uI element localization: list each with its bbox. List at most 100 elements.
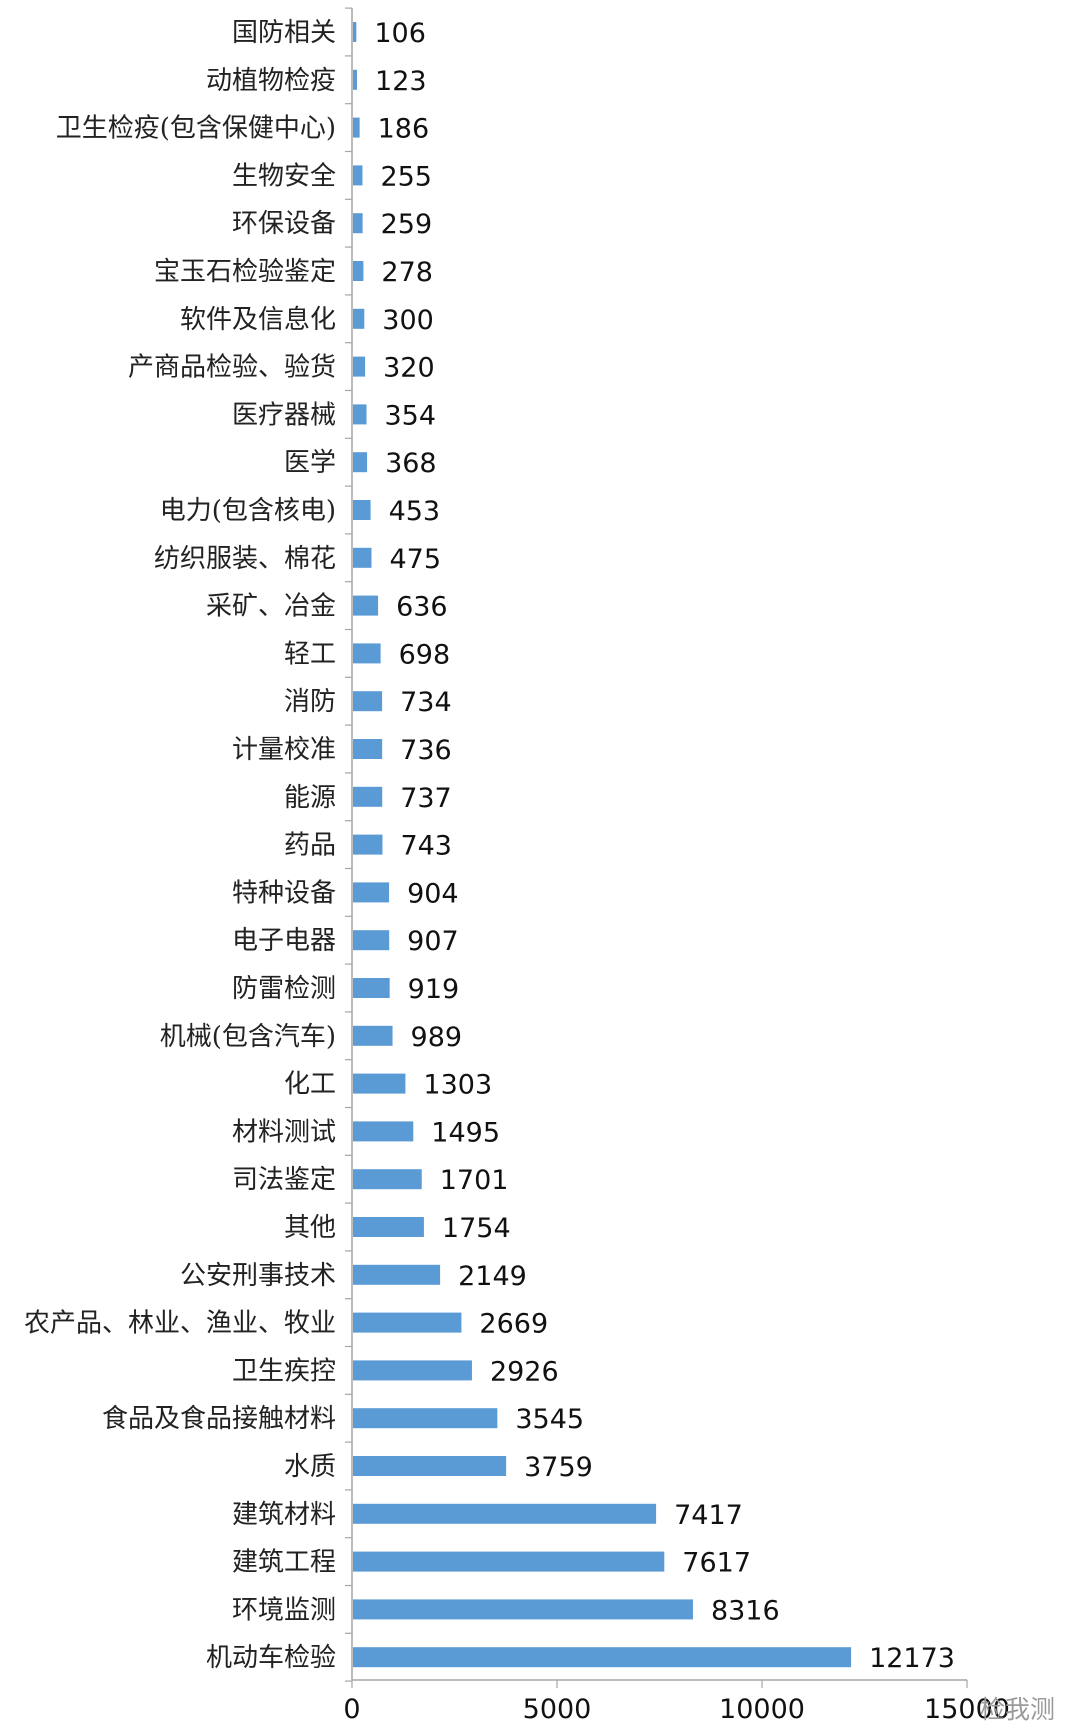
data-label: 186 xyxy=(378,114,430,145)
category-label: 化工 xyxy=(284,1070,336,1100)
category-label: 轻工 xyxy=(284,639,336,669)
bar xyxy=(353,1025,393,1046)
data-label: 278 xyxy=(381,257,433,288)
data-label: 1754 xyxy=(442,1213,511,1244)
data-label: 320 xyxy=(383,353,435,384)
data-label: 106 xyxy=(374,18,426,49)
category-label: 建筑工程 xyxy=(232,1548,336,1578)
category-label: 其他 xyxy=(284,1213,336,1243)
chart-axes xyxy=(345,7,968,1688)
category-label: 防雷检测 xyxy=(232,974,336,1004)
data-label: 354 xyxy=(385,400,437,431)
category-label: 公安刑事技术 xyxy=(180,1261,336,1291)
data-label: 904 xyxy=(407,878,459,909)
data-label: 698 xyxy=(399,639,451,670)
data-label: 368 xyxy=(385,448,437,479)
category-label: 司法鉴定 xyxy=(232,1165,336,1195)
category-label: 医疗器械 xyxy=(232,400,336,430)
category-label: 食品及食品接触材料 xyxy=(102,1404,336,1434)
chart-labels: 0 5000 10000 15000 国防相关 106 动植物检疫 123 卫生检疫(包含保健中… xyxy=(24,18,1010,1725)
category-label: 水质 xyxy=(284,1452,336,1482)
bar xyxy=(353,1312,462,1333)
category-label: 特种设备 xyxy=(232,878,336,908)
watermark-text: 检我测 xyxy=(980,1695,1055,1724)
data-label: 7417 xyxy=(674,1500,743,1531)
bar xyxy=(353,1169,422,1190)
bar xyxy=(353,1503,657,1524)
data-label: 2669 xyxy=(479,1309,548,1340)
category-label: 农产品、林业、渔业、牧业 xyxy=(24,1309,336,1339)
bar xyxy=(353,786,383,807)
data-label: 734 xyxy=(400,687,452,718)
bar xyxy=(353,452,368,473)
data-label: 300 xyxy=(382,305,434,336)
category-label: 环境监测 xyxy=(232,1595,336,1625)
x-tick-label: 15000 xyxy=(924,1694,1010,1725)
bar xyxy=(353,500,371,520)
category-label: 国防相关 xyxy=(232,18,336,48)
data-label: 907 xyxy=(407,926,459,957)
data-label: 8316 xyxy=(711,1595,780,1626)
bar xyxy=(353,1217,424,1237)
category-label: 建筑材料 xyxy=(232,1500,336,1530)
bar xyxy=(353,1264,441,1285)
category-label: 纺织服装、棉花 xyxy=(154,544,336,574)
category-label: 产商品检验、验货 xyxy=(128,353,336,383)
x-tick-label: 0 xyxy=(343,1694,360,1725)
data-label: 255 xyxy=(380,161,432,192)
bar xyxy=(353,404,367,425)
category-label: 环保设备 xyxy=(232,209,336,239)
category-label: 软件及信息化 xyxy=(180,305,336,335)
data-label: 919 xyxy=(408,974,460,1005)
category-label: 电子电器 xyxy=(232,926,336,956)
x-tick-label: 5000 xyxy=(523,1694,592,1725)
bar xyxy=(353,739,383,759)
bar xyxy=(353,261,364,281)
chart-bars xyxy=(353,22,852,1668)
data-label: 2149 xyxy=(458,1261,527,1292)
bar xyxy=(353,834,383,855)
bar xyxy=(353,356,366,377)
data-label: 736 xyxy=(400,735,452,766)
bar xyxy=(353,1121,414,1142)
bar xyxy=(353,595,379,616)
bar xyxy=(353,22,357,42)
category-label: 生物安全 xyxy=(232,161,336,191)
bar xyxy=(353,1599,693,1620)
bar xyxy=(353,547,372,568)
data-label: 1303 xyxy=(423,1070,492,1101)
category-label: 卫生疾控 xyxy=(232,1356,336,1386)
data-label: 12173 xyxy=(869,1643,955,1674)
category-label: 采矿、冶金 xyxy=(206,592,336,622)
data-label: 1701 xyxy=(440,1165,509,1196)
data-label: 3545 xyxy=(515,1404,584,1435)
bar xyxy=(353,165,363,186)
bar xyxy=(353,117,360,138)
category-label: 材料测试 xyxy=(232,1117,336,1147)
bar xyxy=(353,978,390,998)
data-label: 737 xyxy=(400,783,452,814)
data-label: 743 xyxy=(400,831,452,862)
bar xyxy=(353,1408,498,1429)
watermark: 检我测 xyxy=(980,1695,1055,1724)
data-label: 1495 xyxy=(431,1117,500,1148)
bar xyxy=(353,1073,406,1094)
bar xyxy=(353,69,358,90)
data-label: 123 xyxy=(375,66,427,97)
bar xyxy=(353,1647,852,1668)
bar xyxy=(353,930,390,951)
bar xyxy=(353,213,363,234)
category-label: 医学 xyxy=(284,448,336,478)
category-label: 动植物检疫 xyxy=(206,66,336,96)
bar xyxy=(353,1551,665,1572)
data-label: 7617 xyxy=(682,1548,751,1579)
bar xyxy=(353,643,381,664)
category-label: 卫生检疫(包含保健中心) xyxy=(56,114,336,144)
data-label: 475 xyxy=(389,544,441,575)
category-label: 药品 xyxy=(284,831,336,861)
category-label: 宝玉石检验鉴定 xyxy=(154,257,336,287)
x-tick-label: 10000 xyxy=(719,1694,805,1725)
category-label: 计量校准 xyxy=(232,735,336,765)
data-label: 2926 xyxy=(490,1356,559,1387)
